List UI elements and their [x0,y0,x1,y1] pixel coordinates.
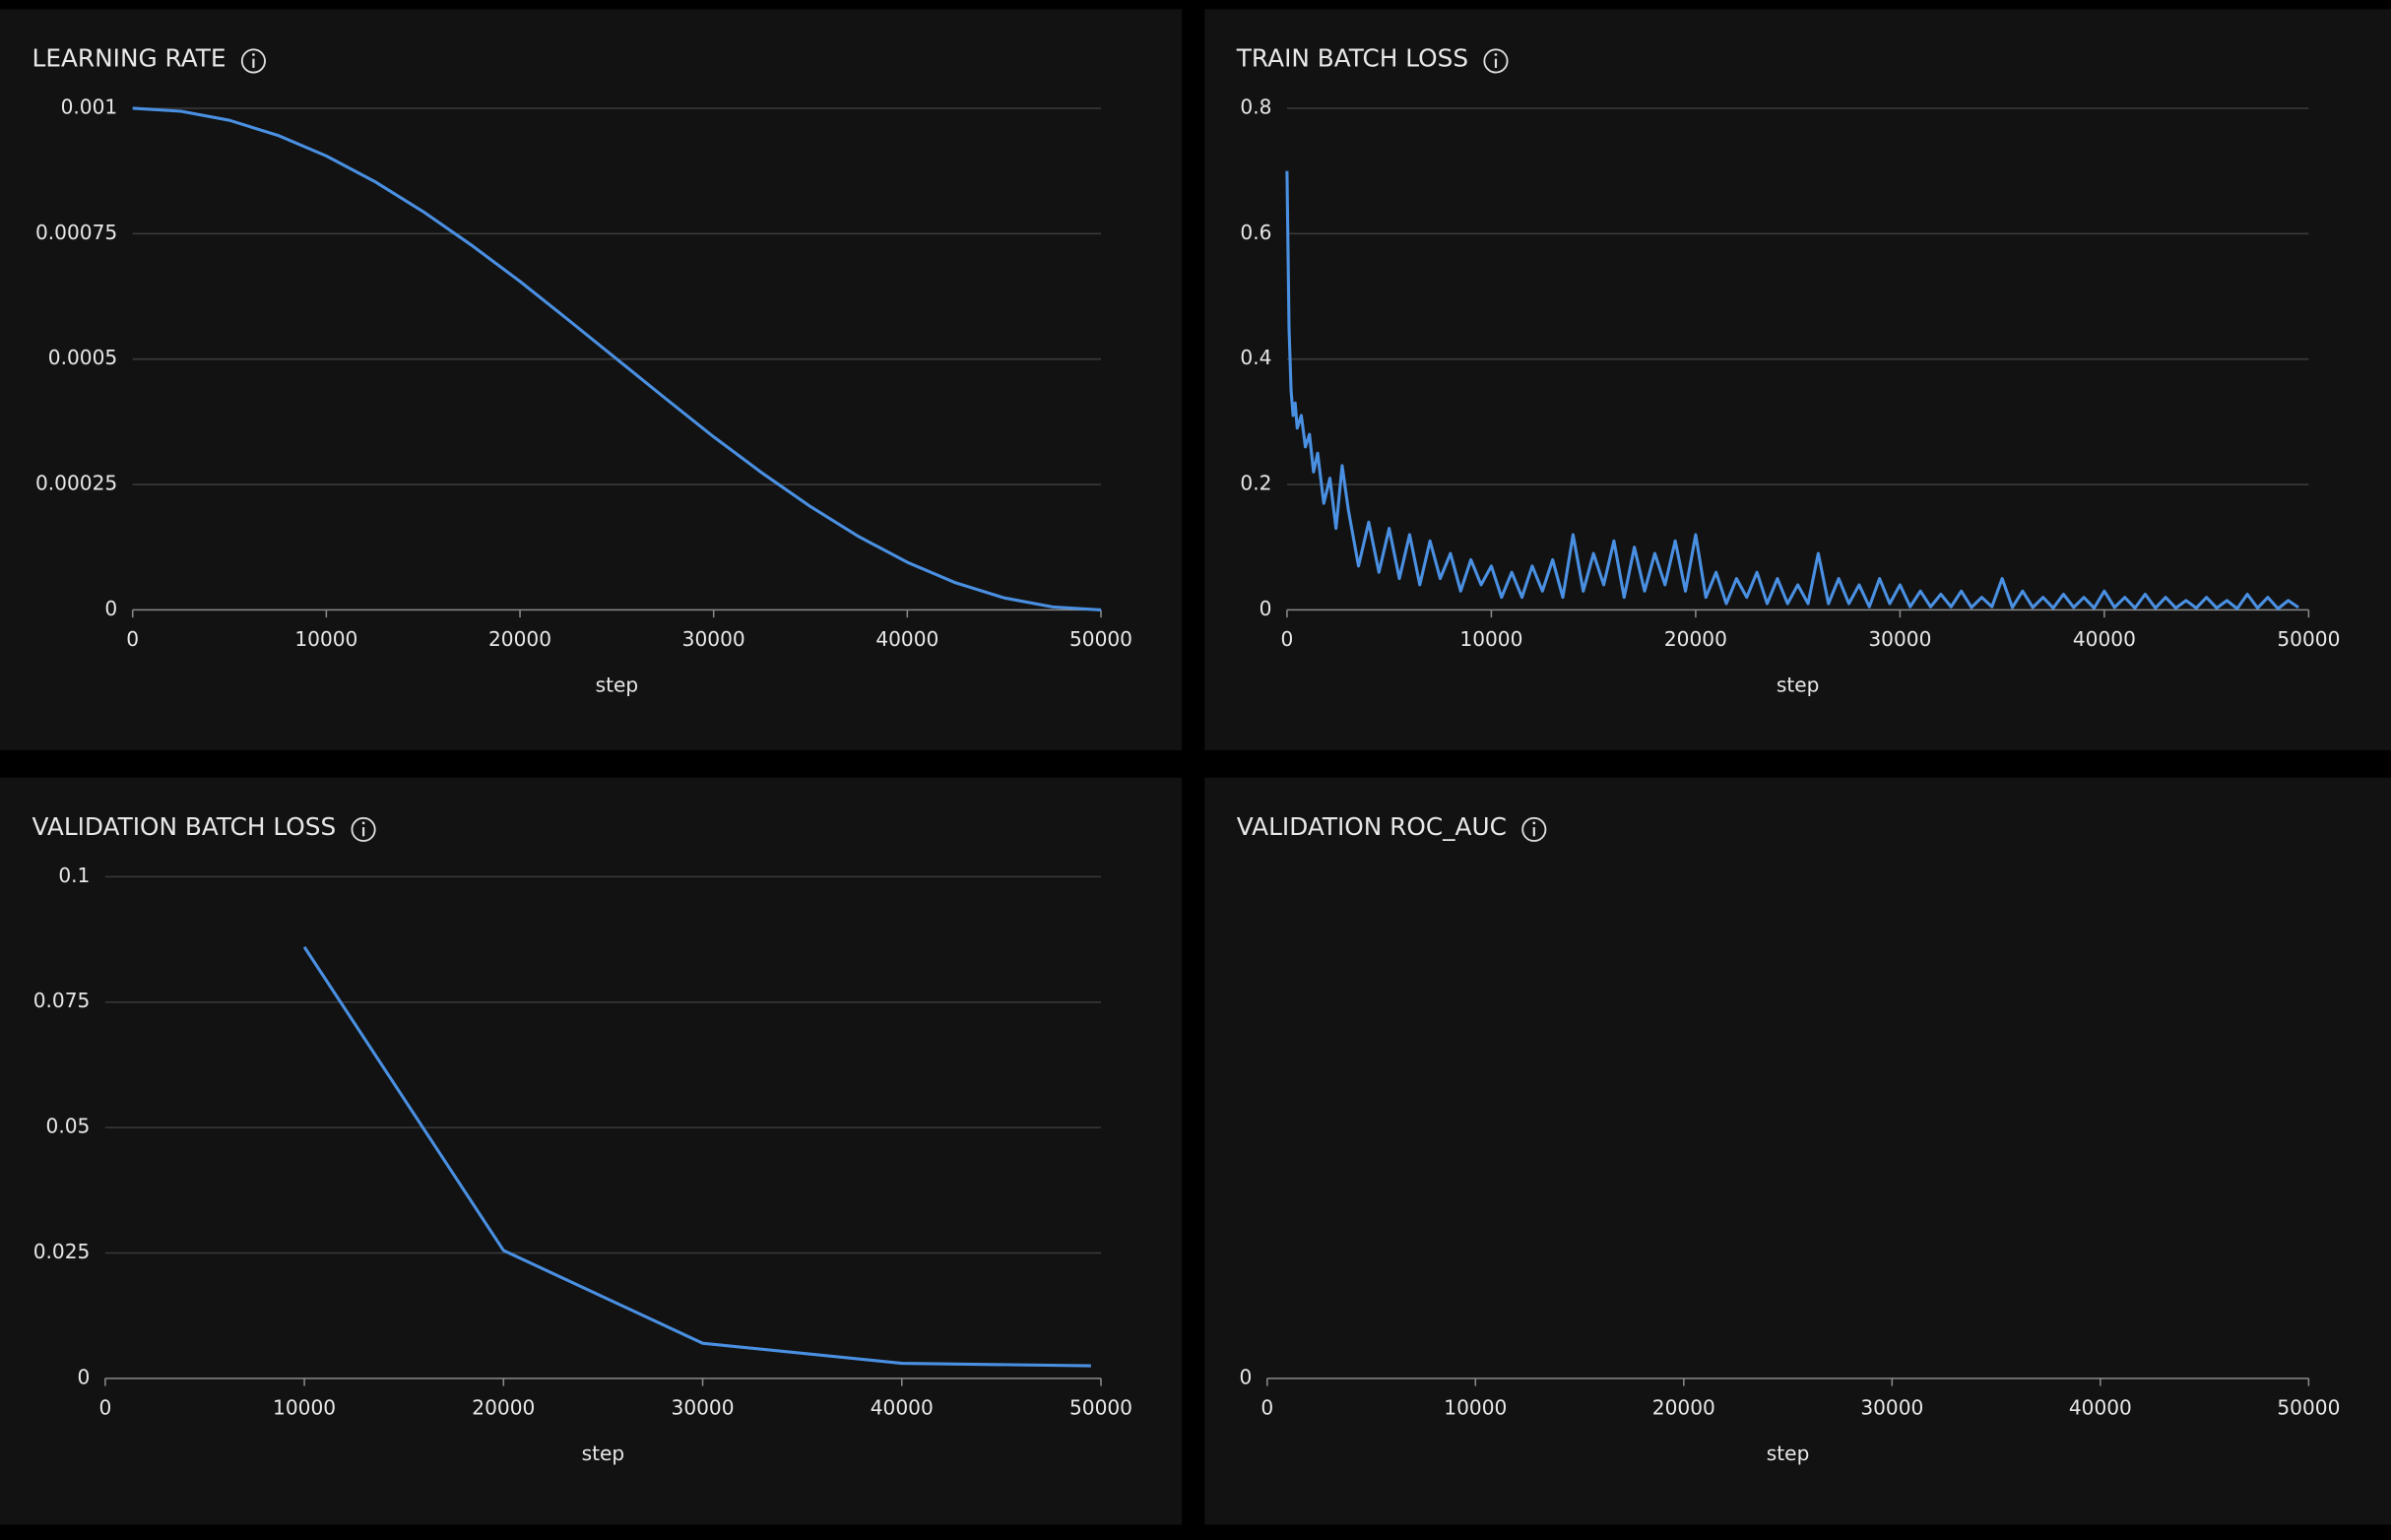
y-tick-label: 0.6 [1240,221,1271,244]
y-tick-label: 0.1 [58,864,90,887]
y-tick-label: 0.05 [46,1115,91,1138]
y-tick-label: 0.001 [61,95,118,118]
x-tick-label: 50000 [1069,627,1132,651]
x-tick-label: 50000 [2277,1395,2340,1419]
info-icon-dot [1532,821,1536,825]
y-tick-label: 0.0005 [48,346,117,369]
y-tick-label: 0.025 [33,1240,91,1263]
x-tick-label: 40000 [2069,1395,2132,1419]
x-tick-label: 20000 [1652,1395,1715,1419]
x-tick-label: 50000 [1069,1395,1132,1419]
chart-title: VALIDATION BATCH LOSS [32,812,337,841]
x-tick-label: 10000 [294,627,357,651]
y-tick-label: 0 [78,1365,91,1388]
y-tick-label: 0.075 [33,989,91,1012]
series-line [132,106,1102,611]
series-line [302,945,1091,1368]
series-line [1285,170,2299,610]
x-tick-label: 10000 [1459,627,1522,651]
panel-background [1204,9,2391,750]
x-tick-label: 40000 [875,627,938,651]
info-icon-dot [361,821,365,825]
info-icon [240,48,266,74]
chart-panel: TRAIN BATCH LOSS 0 0.2 0.4 0.6 0.8 0 10000 20000… [1204,9,2391,750]
y-tick-label: 0 [1260,597,1272,620]
panel-background [0,9,1183,750]
panel-background [1204,777,2391,1525]
chart-panel: VALIDATION ROC_AUC 00 10000 20000 30000 40000… [1204,777,2391,1525]
x-axis-label: step [582,1442,625,1465]
chart-title: TRAIN BATCH LOSS [1236,43,1468,72]
y-tick-label: 0.4 [1240,346,1271,369]
chart-panel: VALIDATION BATCH LOSS 0 0.025 0.05 0.075 0.1 0… [0,777,1183,1525]
x-tick-label: 30000 [1868,627,1931,651]
x-tick-label: 10000 [273,1395,336,1419]
y-tick-label: 0.00025 [35,472,117,495]
y-tick-label: 0 [104,597,117,620]
y-tick-label: 0.00075 [35,221,117,244]
x-tick-label: 0 [1260,1395,1273,1419]
info-icon-dot [252,53,255,56]
y-tick-label: 0.8 [1240,95,1271,118]
x-tick-label: 0 [126,627,139,651]
y-tick-label: 0.2 [1240,472,1271,495]
info-icon-dot [1494,53,1498,56]
info-icon [1483,48,1509,74]
x-tick-label: 0 [98,1395,111,1419]
chart-panel: LEARNING RATE 0 0.00025 0.0005 0.00075 0.001 0… [0,9,1183,750]
info-icon [1521,816,1547,842]
x-axis-label: step [1777,673,1820,696]
x-tick-label: 40000 [2073,627,2136,651]
x-tick-label: 50000 [2277,627,2340,651]
chart-title: VALIDATION ROC_AUC [1237,812,1507,841]
info-icon [351,816,376,842]
x-tick-label: 40000 [871,1395,934,1419]
x-tick-label: 20000 [472,1395,535,1419]
y-tick-label: 0 [1239,1365,1252,1388]
x-axis-label: step [596,673,639,696]
x-tick-label: 20000 [1664,627,1727,651]
x-tick-label: 30000 [1860,1395,1923,1419]
x-tick-label: 30000 [672,1395,735,1419]
x-axis-label: step [1767,1442,1810,1465]
x-tick-label: 0 [1281,627,1294,651]
panel-background [0,777,1183,1525]
x-tick-label: 20000 [488,627,551,651]
chart-title: LEARNING RATE [32,43,226,72]
x-tick-label: 10000 [1444,1395,1507,1419]
x-tick-label: 30000 [682,627,745,651]
